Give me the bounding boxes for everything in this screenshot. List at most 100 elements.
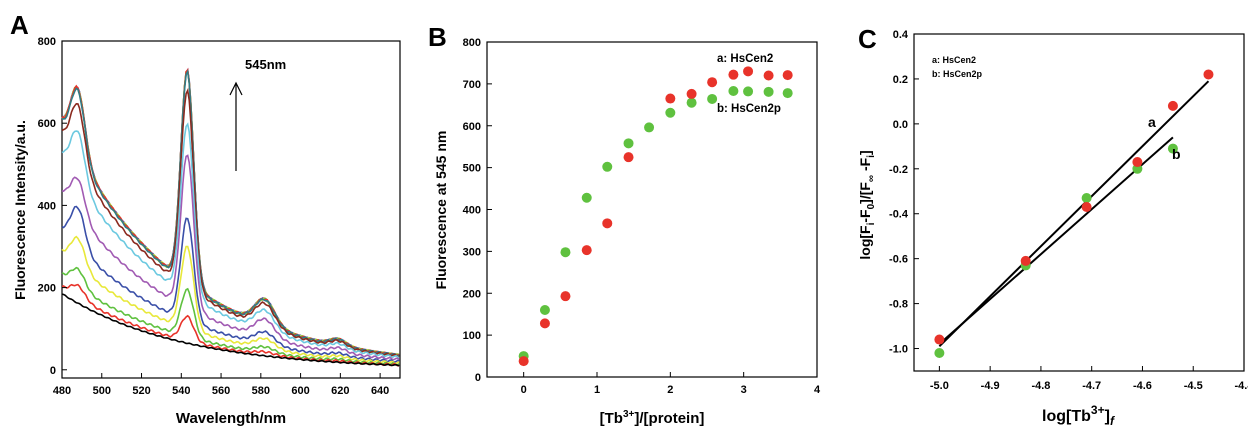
panel-b-point-hscen2 <box>539 318 550 329</box>
panel-b-point-hscen2p <box>728 85 739 96</box>
panel-b-x-label-sup: 3+ <box>623 409 635 420</box>
panel-c-y-label-main: log[F <box>857 225 873 260</box>
panel-b-point-hscen2p <box>707 93 718 104</box>
panel-c-y-label-mid1: -F <box>857 209 873 223</box>
panel-b-point-hscen2 <box>560 291 571 302</box>
panel-c-y-label-mid2: ]/[F <box>857 182 873 204</box>
panel-a-spectrum-line <box>61 266 400 366</box>
panel-c-y-tick-label: 0.0 <box>893 119 908 131</box>
panel-b-point-hscen2p <box>560 247 571 258</box>
panel-b-y-tick-label: 300 <box>463 246 481 258</box>
panel-b-x-label: [Tb3+]/[protein] <box>600 409 705 427</box>
panel-b-point-hscen2p <box>539 305 550 315</box>
panel-b-y-tick-label: 500 <box>463 163 481 175</box>
panel-a: A 480 500 520 540 560 580 600 620 640 0 200 400 600… <box>10 10 401 427</box>
panel-b-x-tick-label: 0 <box>521 384 527 396</box>
panel-a-y-tick-label: 200 <box>38 283 56 295</box>
panel-b-y-tick-label: 600 <box>463 121 481 133</box>
panel-b-point-hscen2p <box>743 86 754 97</box>
panel-b-point-hscen2p <box>602 161 613 172</box>
panel-c-y-label-inf: ∞ <box>866 175 877 182</box>
panel-c-y-label: log[Fi-F0]/[F∞ -Fi] <box>857 150 877 259</box>
panel-c-y-label-0: 0 <box>866 203 877 209</box>
panel-c-y-label-end: ] <box>857 150 873 155</box>
panel-c-line-b-label: b <box>1172 146 1181 162</box>
panel-c-legend-b: b: HsCen2p <box>932 69 983 79</box>
panel-c-x-tick-label: -4.8 <box>1031 380 1050 392</box>
panel-c-y-label-i2: i <box>866 155 877 158</box>
panel-c-x-tick-label: -5.0 <box>930 380 949 392</box>
panel-a-y-ticks: 0 200 400 600 800 <box>38 36 67 377</box>
panel-b-point-hscen2p <box>686 97 697 108</box>
panel-b-y-label: Fluorescence at 545 nm <box>433 131 449 290</box>
panel-a-x-tick-label: 580 <box>252 385 270 397</box>
panel-a-x-tick-label: 500 <box>93 385 111 397</box>
panel-b-point-hscen2 <box>782 70 793 81</box>
panel-c-fit-line-a <box>938 80 1210 347</box>
panel-b-point-hscen2 <box>686 88 697 99</box>
panel-a-spectrum-line <box>62 68 400 357</box>
panel-a-y-tick-label: 400 <box>38 200 56 212</box>
panel-b-point-hscen2p <box>644 122 655 133</box>
panel-b-y-ticks: 0 100 200 300 400 500 600 700 800 <box>463 37 492 384</box>
panel-b-x-tick-label: 3 <box>741 384 747 396</box>
panel-c-x-label-sup: 3+ <box>1091 403 1105 417</box>
panel-b-y-tick-label: 200 <box>463 288 481 300</box>
panel-b-point-hscen2 <box>763 70 774 81</box>
panel-a-plot-frame <box>61 40 401 379</box>
panel-b-point-hscen2 <box>707 77 718 88</box>
panel-a-y-tick-label: 0 <box>50 365 56 377</box>
panel-c-line-a-label: a <box>1148 114 1156 130</box>
panel-b-y-tick-label: 800 <box>463 37 481 49</box>
panel-a-x-tick-label: 560 <box>212 385 230 397</box>
panel-c-x-ticks: -5.0 -4.9 -4.8 -4.7 -4.6 -4.5 -4.4 <box>930 366 1248 392</box>
panel-c-point-hscen2 <box>1020 255 1031 266</box>
panel-a-spectrum-line <box>61 154 400 361</box>
panel-b-point-hscen2 <box>623 152 634 163</box>
panel-c-y-ticks: -1.0 -0.8 -0.6 -0.4 -0.2 0.0 0.2 0.4 <box>889 29 919 356</box>
panel-c-points <box>934 69 1214 359</box>
panel-a-x-tick-label: 520 <box>132 385 150 397</box>
panel-c-legend-a: a: HsCen2 <box>932 55 976 65</box>
panel-c-y-tick-label: -0.6 <box>889 254 908 266</box>
panel-c-x-label-sub: f <box>1110 414 1115 428</box>
panel-b-point-hscen2 <box>665 93 676 104</box>
panel-c-point-hscen2 <box>1081 201 1092 212</box>
panel-b-point-hscen2 <box>728 69 739 80</box>
panel-c-y-label-i1: i <box>866 222 877 225</box>
panel-b-y-tick-label: 700 <box>463 79 481 91</box>
panel-b-point-hscen2p <box>623 138 634 149</box>
panel-c-point-hscen2p <box>1167 143 1178 154</box>
panel-c-letter: C <box>858 24 877 54</box>
panel-c-point-hscen2 <box>1132 157 1143 168</box>
panel-a-spectrum-line <box>61 293 400 367</box>
panel-b-point-hscen2p <box>665 107 676 118</box>
panel-a-y-label: Fluorescence Intensity/a.u. <box>12 120 28 300</box>
panel-b-point-hscen2p <box>581 192 592 203</box>
panel-a-spectrum-line <box>61 87 400 358</box>
panel-c-x-tick-label: -4.9 <box>981 380 1000 392</box>
panel-b: B 0 1 2 3 4 0 100 200 300 400 500 600 700 800 a: HsC… <box>428 22 821 427</box>
panel-b-y-tick-label: 0 <box>475 372 481 384</box>
panel-c-y-tick-label: 0.4 <box>893 29 909 41</box>
panel-b-x-label-main: [Tb <box>600 410 623 427</box>
panel-a-x-tick-label: 620 <box>331 385 349 397</box>
panel-a-spectrum-line <box>61 235 400 365</box>
panel-a-x-ticks: 480 500 520 540 560 580 600 620 640 <box>53 373 389 397</box>
panel-c-x-label-main: log[Tb <box>1042 408 1091 425</box>
panel-a-x-label: Wavelength/nm <box>176 410 286 427</box>
panel-a-annotation: 545nm <box>245 57 286 72</box>
panel-b-legend-b: b: HsCen2p <box>717 103 781 115</box>
panel-a-letter: A <box>10 10 29 40</box>
panel-c-x-tick-label: -4.4 <box>1235 380 1248 392</box>
panel-c-fit-lines <box>938 80 1210 347</box>
panel-a-x-tick-label: 640 <box>371 385 389 397</box>
panel-a-y-tick-label: 800 <box>38 36 56 48</box>
panel-b-point-hscen2 <box>518 356 529 367</box>
panel-b-point-hscen2p <box>763 86 774 97</box>
panel-c: C -5.0-4.9-4.8-4.7-4.6-4.5-4.4 -1.0-0.8-… <box>857 24 1248 428</box>
panel-a-arrow-head <box>229 81 243 96</box>
panel-b-x-ticks: 0 1 2 3 4 <box>521 372 821 396</box>
panel-a-x-tick-label: 600 <box>291 385 309 397</box>
